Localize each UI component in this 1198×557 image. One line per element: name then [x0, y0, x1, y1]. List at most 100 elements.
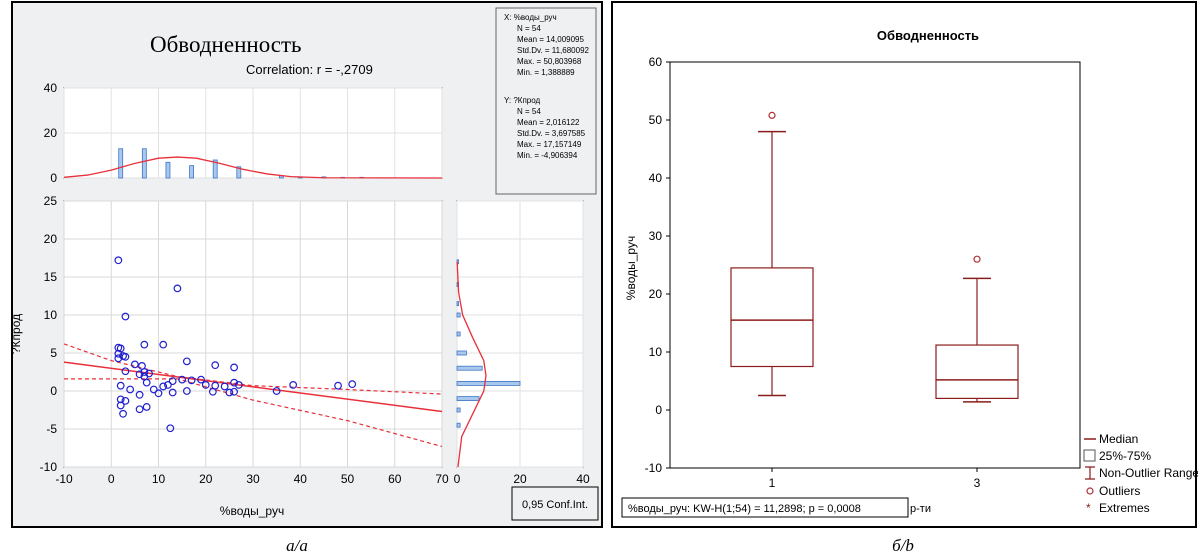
scatter-point [187, 376, 196, 385]
scatter-point [220, 382, 229, 391]
boxplot-category-label: 1 [769, 476, 776, 490]
side-histogram-bar [456, 312, 461, 318]
scatter-point [230, 363, 239, 372]
scatter-point [234, 381, 243, 389]
scatter-point [272, 387, 281, 395]
scatter-point [173, 284, 182, 293]
legend-extremes: Extremes [1099, 501, 1150, 515]
scatter-point [182, 357, 191, 366]
box-outlier [973, 255, 981, 263]
scatter-point [126, 385, 135, 394]
scatter-point [164, 381, 172, 389]
top-normal-curve [63, 156, 443, 179]
y-tick-label: 10 [44, 308, 58, 322]
top-y-tick-label: 20 [44, 126, 58, 140]
legend-box: 25%-75% [1099, 449, 1151, 463]
scatter-point [230, 378, 239, 387]
stats-y-line: Max. = 17,157149 [517, 140, 582, 149]
y-tick-label: 20 [44, 232, 58, 246]
stats-x-line: Min. = 1,388889 [517, 68, 575, 77]
x-tick-label: 50 [341, 472, 355, 486]
scatter-point [116, 381, 125, 390]
stats-x-line: X: %воды_руч [504, 13, 557, 22]
test-box [621, 497, 909, 518]
right-title: Обводненность [877, 28, 979, 43]
side-x-tick-label: 0 [454, 472, 461, 486]
legend-outlier-swatch [1086, 487, 1094, 495]
scatter-point [121, 396, 130, 405]
boxplot-y-tick-label: 40 [649, 171, 663, 185]
scatter-point [142, 378, 151, 387]
stats-x-line: Std.Dv. = 11,680092 [517, 46, 590, 55]
scatter-point [159, 340, 168, 349]
scatter-point [182, 387, 191, 395]
scatter-point [154, 389, 163, 398]
legend-median: Median [1099, 432, 1138, 446]
y-tick-label: 5 [50, 346, 57, 360]
top-y-tick-label: 40 [44, 81, 58, 95]
boxplot-legend: Median 25%-75% Non-Outlier Range Outlier… [1083, 432, 1198, 515]
y-tick-label: -10 [40, 460, 58, 474]
side-histogram-bar [456, 350, 467, 356]
scatter-point [149, 385, 158, 394]
regression-line [63, 361, 443, 413]
stats-y-line: Y: ?Кпрод [504, 96, 541, 105]
right-ylabel: %воды_руч [624, 236, 638, 300]
side-histogram-bar [456, 331, 461, 337]
right-panel: Обводненность 60 50 40 30 20 10 0 -10 1 3 %воды_р… [611, 1, 1198, 528]
scatter-point [140, 368, 149, 376]
scatter-point [135, 405, 144, 414]
boxplot-y-tick-label: 60 [649, 55, 663, 69]
test-label: %воды_руч: KW-H(1;54) = 11,2898; p = 0,0… [628, 503, 861, 515]
boxplot-category-label: 3 [974, 476, 981, 490]
scatter-point [208, 387, 217, 396]
scatter-point [121, 367, 130, 376]
side-x-tick-label: 20 [513, 472, 527, 486]
boxplot-boxes [730, 111, 1019, 403]
scatter-point [116, 401, 125, 410]
boxplot-frame [669, 61, 1081, 469]
boxplot-y-tick-label: -10 [645, 461, 663, 475]
scatter-point [140, 340, 149, 349]
boxplot-tick-labels: 60 50 40 30 20 10 0 -10 1 3 [645, 55, 981, 490]
stats-y-line: Min. = -4,906394 [517, 151, 578, 160]
scatter-point [142, 403, 151, 411]
scatter-point [211, 361, 220, 370]
side-histogram-bar [456, 407, 461, 413]
caption-right: б/b [892, 536, 914, 555]
left-xlabel: %воды_руч [220, 504, 284, 518]
scatter-point [334, 381, 342, 390]
conf-int-label: 0,95 Conf.Int. [522, 499, 588, 511]
left-ylabel: ?Кпрод [9, 314, 23, 354]
legend-range: Non-Outlier Range [1099, 466, 1198, 480]
side-histogram-bar [456, 365, 483, 371]
x-tick-label: 20 [199, 472, 213, 486]
conf-lower-line [64, 378, 443, 448]
stats-y-line: N = 54 [517, 107, 541, 116]
stats-x-block: X: %воды_руч N = 54 Mean = 14,009095 Std… [504, 13, 590, 77]
left-panel: Обводненность Correlation: r = -,2709 X:… [9, 1, 603, 528]
boxplot-y-tick-label: 30 [649, 229, 663, 243]
scatter-point [130, 360, 139, 369]
boxplot-y-tick-label: 10 [649, 345, 663, 359]
x-tick-label: 70 [435, 472, 449, 486]
side-normal-curve [456, 261, 487, 468]
scatter-grid [63, 87, 584, 468]
regression-line-segment [63, 361, 443, 413]
top-y-tick-label: 0 [50, 171, 57, 185]
scatter-point [230, 387, 239, 396]
scatter-points [114, 256, 357, 433]
y-tick-label: 0 [50, 384, 57, 398]
legend-box-swatch [1083, 449, 1096, 462]
top-histogram-bar [236, 166, 242, 179]
top-histogram-bar [141, 148, 147, 179]
scatter-point [114, 349, 123, 358]
scatter-point [135, 390, 144, 399]
scatter-point [348, 380, 357, 389]
top-histogram-bar [189, 165, 194, 179]
scatter-point [119, 409, 127, 418]
scatter-point [135, 370, 144, 379]
x-tick-label: 30 [246, 472, 260, 486]
legend-outliers: Outliers [1099, 484, 1140, 498]
